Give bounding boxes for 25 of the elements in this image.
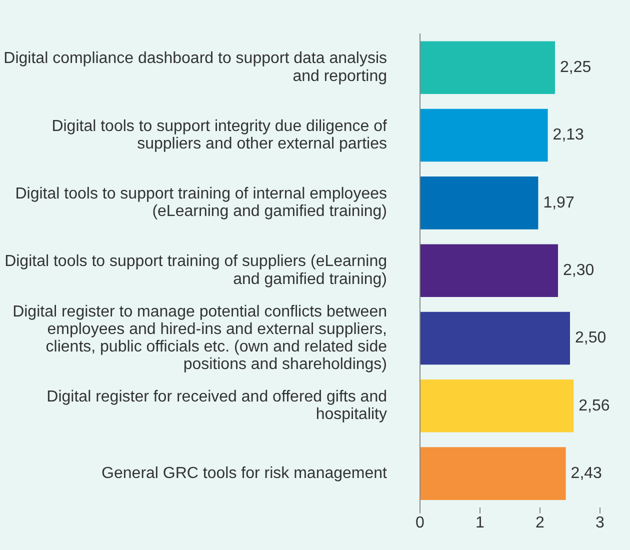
y-tick-label: Digital register to manage potential conflicts between employees and hired-ins and external suppliers, clients, public officials etc. (own and related side positions and shareholdings) <box>12 303 388 374</box>
bar <box>420 176 538 230</box>
x-tick-label: 1 <box>476 514 485 532</box>
x-tick-label: 3 <box>596 514 605 532</box>
data-label: 2,30 <box>563 262 594 280</box>
bar <box>420 244 558 297</box>
y-tick-label: Digital compliance dashboard to support data analysis and reporting <box>4 50 387 85</box>
y-tick-label: General GRC tools for risk management <box>102 464 388 482</box>
y-tick-label: Digital tools to support training of internal employees (eLearning and gamified training) <box>15 186 387 220</box>
data-label: 2,50 <box>575 330 606 347</box>
data-label: 2,13 <box>552 126 584 144</box>
data-label: 2,43 <box>570 464 602 482</box>
data-label: 1,97 <box>543 194 574 212</box>
bar <box>420 312 570 365</box>
x-tick-label: 0 <box>416 514 425 532</box>
bar <box>420 380 574 432</box>
data-label: 2,25 <box>560 59 592 76</box>
bar <box>420 41 555 94</box>
y-tick-label: Digital tools to support integrity due diligence of suppliers and other external parties <box>52 118 388 152</box>
y-tick-label: Digital tools to support training of suppliers (eLearning and gamified training) <box>4 253 387 288</box>
data-label: 2,56 <box>578 397 610 414</box>
bar <box>420 108 548 162</box>
x-tick-label: 2 <box>536 514 545 532</box>
y-tick-label: Digital register for received and offered gifts and hospitality <box>46 388 387 424</box>
bar <box>420 447 566 500</box>
